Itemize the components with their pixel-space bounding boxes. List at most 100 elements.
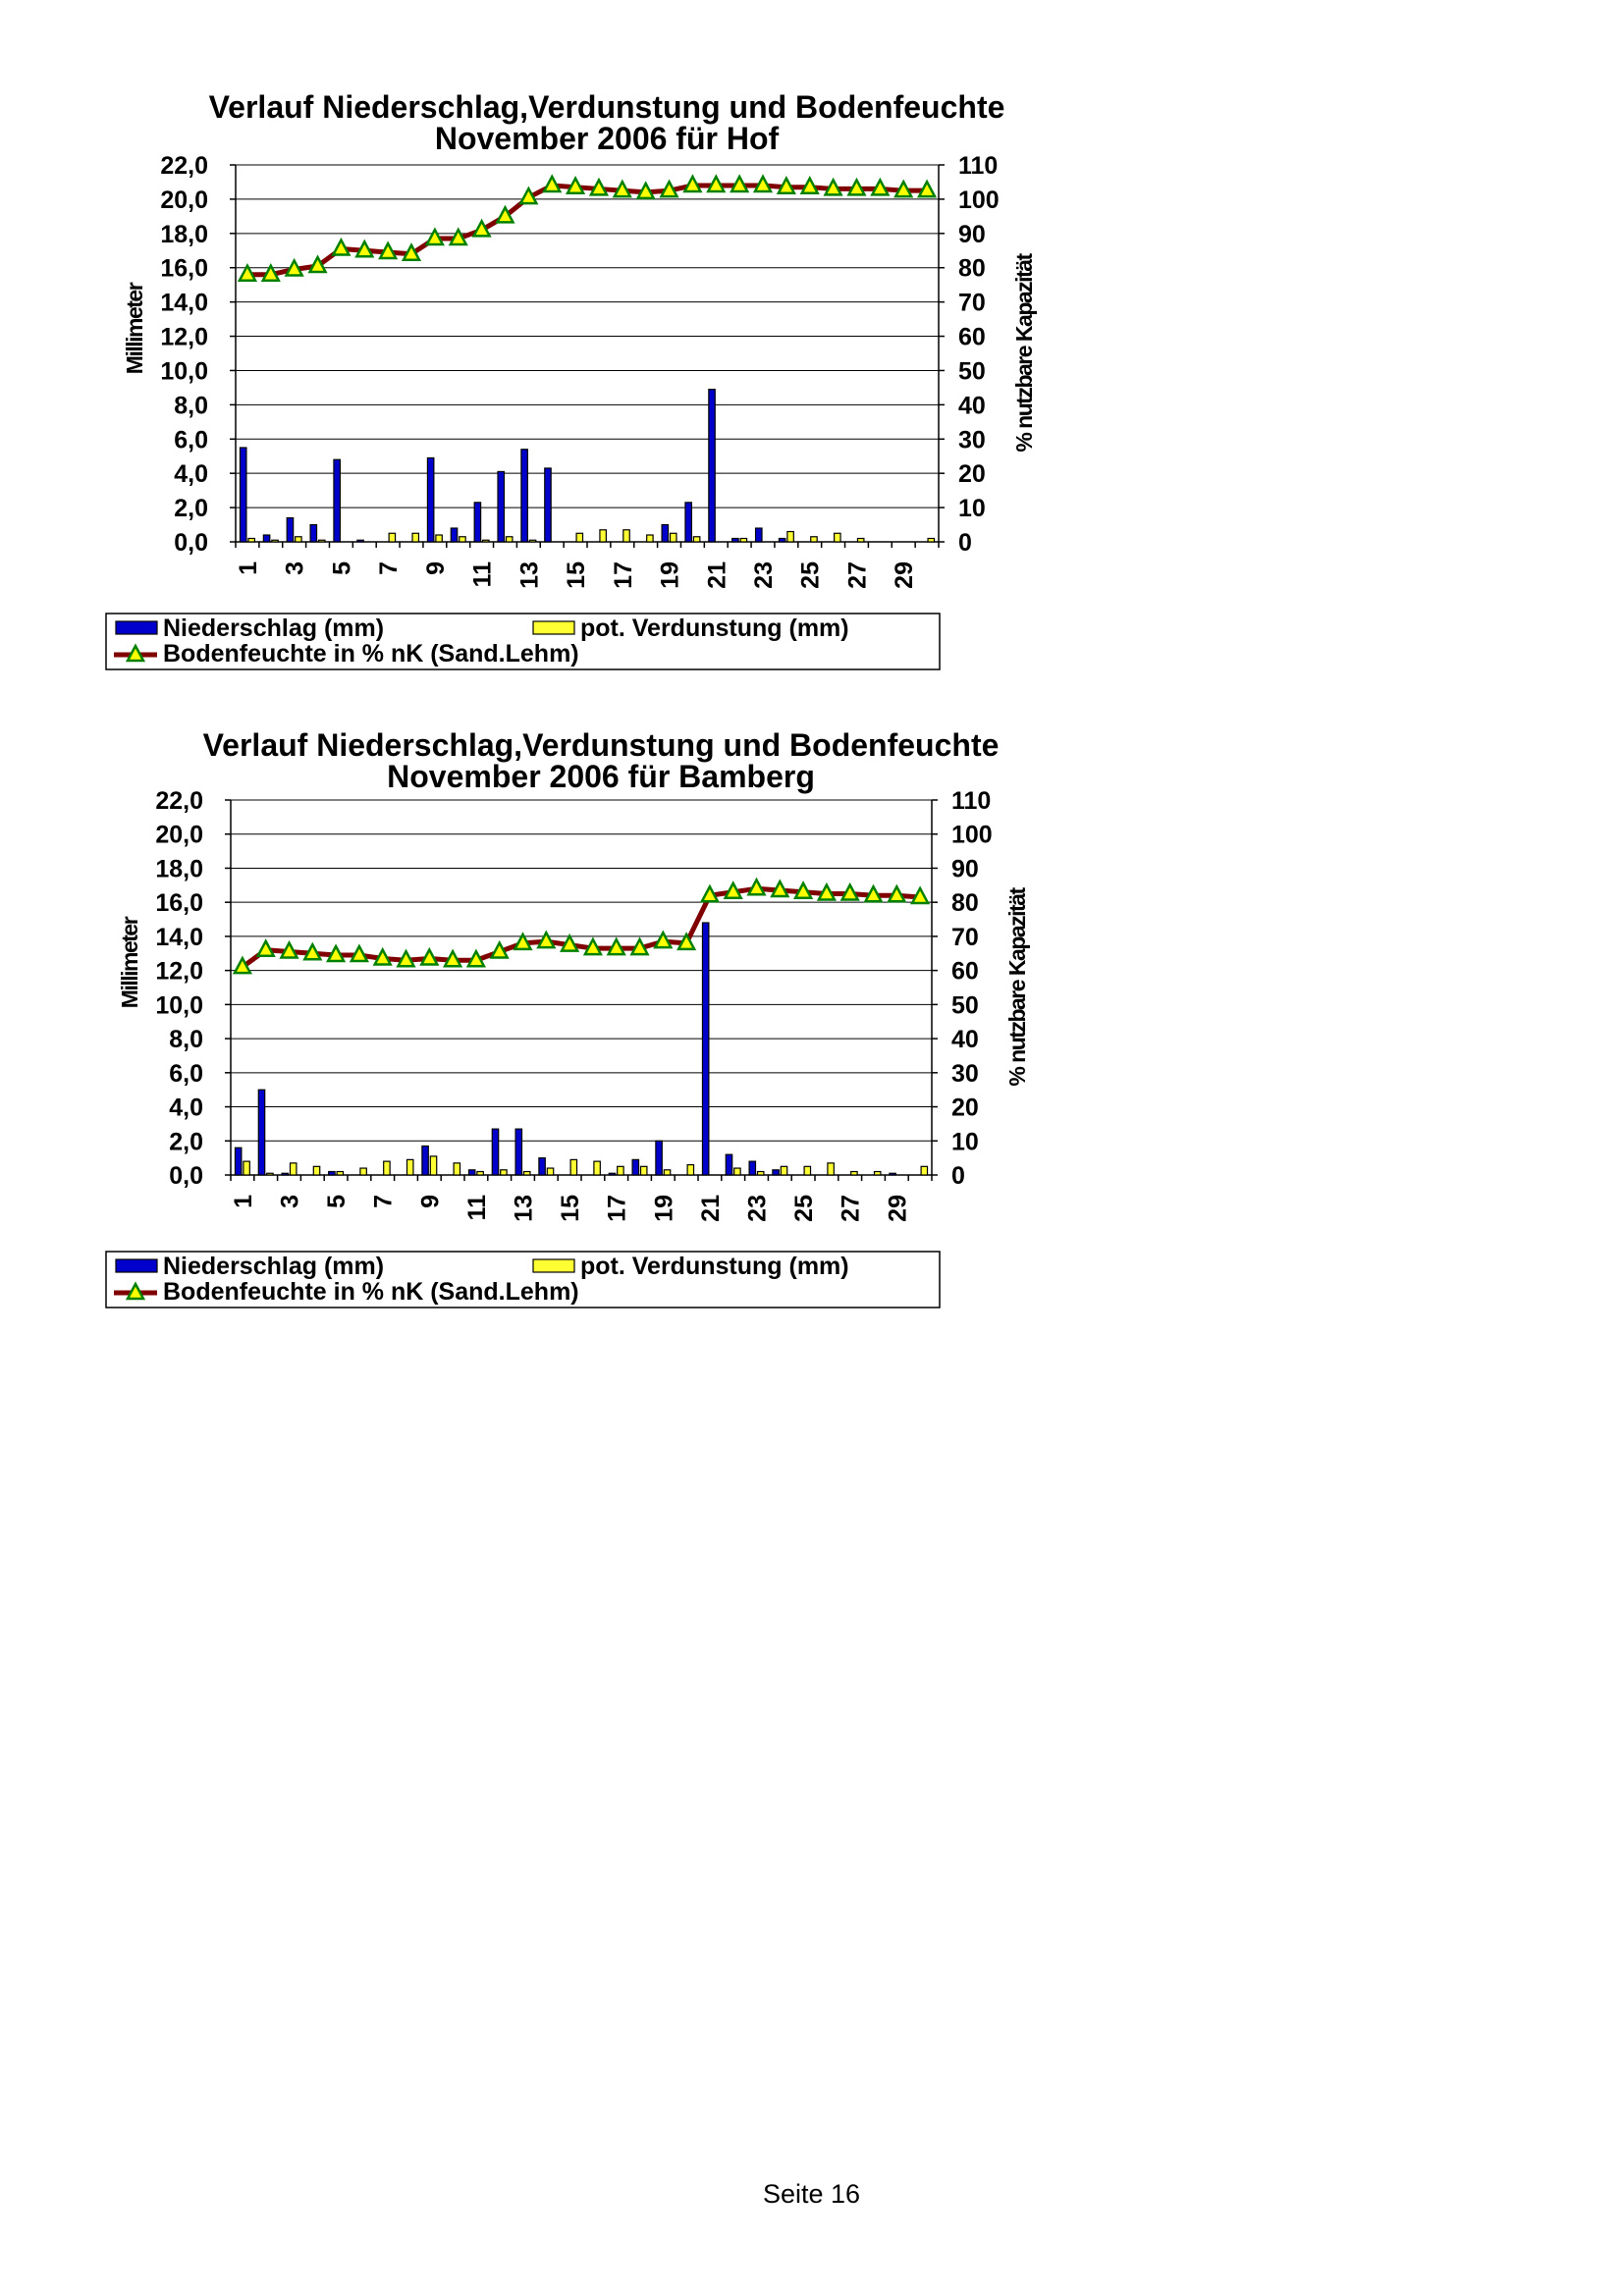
y2-tick-label: 100 <box>958 187 1000 214</box>
precip-bar <box>708 389 716 543</box>
chart-title-line1: Verlauf Niederschlag,Verdunstung und Bod… <box>209 89 1005 125</box>
x-tick-label: 7 <box>370 1195 398 1208</box>
x-tick-label: 29 <box>891 561 918 589</box>
soil-moisture-point <box>302 941 323 961</box>
x-tick-label: 19 <box>657 561 684 589</box>
precip-bar <box>684 502 692 543</box>
evap-bar <box>453 1162 461 1176</box>
soil-moisture-point <box>513 932 533 951</box>
chart-bamberg: Verlauf Niederschlag,Verdunstung und Bod… <box>105 727 1030 1308</box>
soil-moisture-point <box>542 174 563 193</box>
soil-moisture-point <box>443 948 463 968</box>
soil-moisture-point <box>536 930 557 949</box>
y-tick-label: 22,0 <box>155 787 203 815</box>
y-tick-label: 20,0 <box>155 822 203 849</box>
y-tick-label: 18,0 <box>155 855 203 882</box>
evap-bar <box>593 1160 601 1176</box>
soil-moisture-point <box>863 883 884 903</box>
legend-precip-label: Niederschlag (mm) <box>163 614 384 642</box>
legend-soil-swatch-marker <box>125 643 146 663</box>
y-tick-label: 2,0 <box>169 1128 203 1155</box>
evap-bar <box>639 1165 648 1176</box>
y-tick-label: 14,0 <box>155 924 203 951</box>
evap-bar <box>459 536 466 543</box>
precip-bar <box>655 1140 663 1176</box>
x-tick-label: 13 <box>515 561 543 589</box>
evap-bar <box>359 1167 367 1176</box>
precip-bar <box>328 1170 336 1176</box>
evap-bar <box>575 532 584 543</box>
x-tick-label: 3 <box>282 561 309 575</box>
y2-tick-label: 10 <box>958 495 986 522</box>
soil-moisture-point <box>887 883 907 903</box>
soil-moisture-point <box>730 174 750 193</box>
soil-moisture-point <box>846 177 867 196</box>
x-tick-label: 17 <box>604 1195 631 1222</box>
soil-moisture-point <box>349 943 369 963</box>
legend-evap-swatch <box>532 1258 575 1273</box>
y-tick-label: 16,0 <box>155 889 203 917</box>
evap-bar <box>927 537 936 543</box>
soil-moisture-point <box>279 939 299 959</box>
precip-bar <box>450 527 459 543</box>
evap-bar <box>435 534 443 543</box>
x-tick-label: 7 <box>375 561 403 575</box>
legend-evap-label: pot. Verdunstung (mm) <box>580 1253 849 1280</box>
y2-tick-label: 80 <box>951 889 979 917</box>
evap-bar <box>289 1162 298 1176</box>
soil-moisture-point <box>401 242 422 262</box>
evap-bar <box>271 539 279 543</box>
evap-bar <box>266 1172 274 1176</box>
evap-bar <box>803 1165 812 1176</box>
legend-precip-swatch <box>115 1258 158 1273</box>
soil-moisture-point <box>372 946 393 966</box>
legend-soil-swatch-marker <box>125 1281 146 1301</box>
evap-bar <box>786 530 794 543</box>
soil-moisture-point <box>839 881 860 901</box>
legend-box <box>105 1251 941 1308</box>
chart-title-line1: Verlauf Niederschlag,Verdunstung und Bod… <box>203 727 1000 763</box>
soil-moisture-point <box>910 885 931 905</box>
evap-bar <box>850 1170 858 1176</box>
evap-bar <box>733 1167 741 1176</box>
soil-moisture-point <box>396 948 416 968</box>
soil-moisture-point <box>893 179 914 198</box>
precip-bar <box>608 1172 617 1176</box>
soil-moisture-point <box>284 257 304 277</box>
evap-bar <box>336 1170 345 1176</box>
y-tick-label: 12,0 <box>160 324 208 351</box>
y2-tick-label: 90 <box>951 855 979 882</box>
soil-moisture-point <box>870 177 891 196</box>
precip-bar <box>257 1089 266 1176</box>
evap-bar <box>522 1170 531 1176</box>
y2-tick-label: 20 <box>951 1095 979 1122</box>
x-tick-label: 27 <box>843 561 871 589</box>
evap-bar <box>569 1158 578 1176</box>
y-tick-label: 10,0 <box>155 991 203 1019</box>
y2-tick-label: 60 <box>951 958 979 986</box>
evap-bar <box>295 536 302 543</box>
y2-tick-label: 70 <box>951 924 979 951</box>
legend-box <box>105 613 941 670</box>
precip-bar <box>333 458 341 543</box>
soil-moisture-point <box>612 179 632 198</box>
x-tick-label: 5 <box>323 1195 351 1208</box>
x-tick-label: 25 <box>790 1195 818 1222</box>
precip-bar <box>701 922 710 1176</box>
soil-moisture-point <box>448 227 468 246</box>
x-tick-label: 11 <box>469 561 497 588</box>
soil-moisture-point <box>424 227 445 246</box>
x-tick-label: 23 <box>750 561 778 589</box>
precip-bar <box>772 1169 780 1176</box>
y-tick-label: 6,0 <box>169 1060 203 1088</box>
y2-tick-label: 40 <box>951 1026 979 1053</box>
y-axis-title: Millimeter <box>117 916 142 1008</box>
evap-bar <box>546 1167 555 1176</box>
soil-moisture-point <box>699 883 720 903</box>
legend-precip-label: Niederschlag (mm) <box>163 1253 384 1280</box>
precip-bar <box>778 537 786 543</box>
soil-moisture-point <box>331 237 352 256</box>
y2-tick-label: 80 <box>958 255 986 283</box>
x-tick-label: 21 <box>703 561 730 589</box>
y2-tick-label: 110 <box>958 152 998 180</box>
